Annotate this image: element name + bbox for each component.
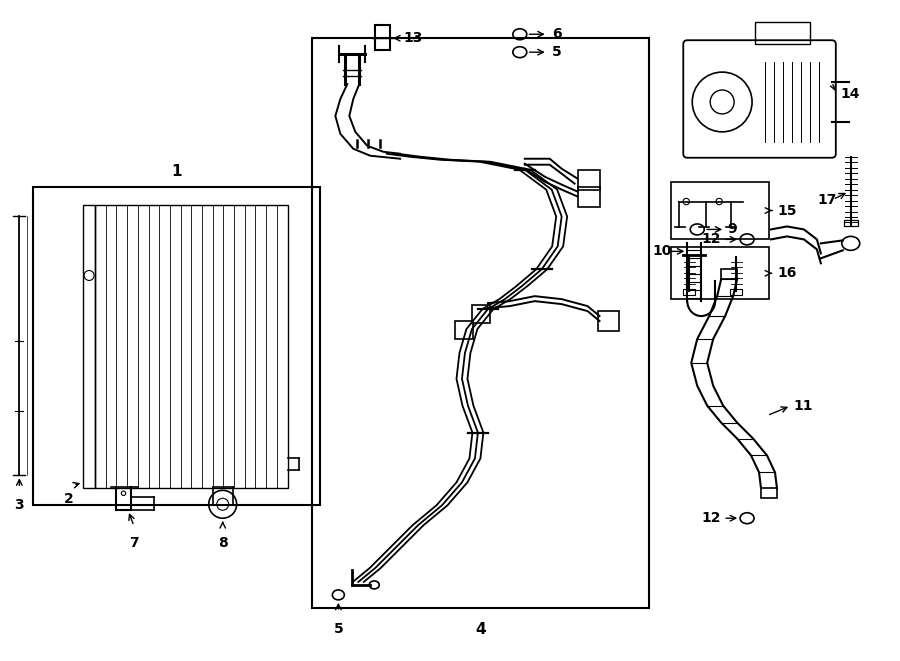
Text: 1: 1 [172,164,182,178]
Bar [95,204,287,488]
Text: 8: 8 [218,536,228,550]
Bar [83,204,95,488]
Text: 13: 13 [403,31,422,45]
Text: 4: 4 [475,622,486,637]
Text: 17: 17 [817,192,837,206]
Text: 10: 10 [652,245,671,258]
Text: 5: 5 [334,622,343,636]
Text: 6: 6 [552,27,562,41]
Text: 15: 15 [777,204,797,217]
Bar [312,38,650,608]
Text: 9: 9 [727,223,737,237]
Text: 5: 5 [552,45,562,59]
Bar [671,182,769,239]
Text: 12: 12 [702,511,721,525]
Text: 2: 2 [64,492,74,506]
Bar [671,247,769,299]
Bar [755,22,810,44]
Bar [33,186,320,505]
Text: 7: 7 [130,536,139,550]
Text: 12: 12 [702,233,721,247]
Ellipse shape [369,581,379,589]
Text: 3: 3 [14,498,24,512]
Text: 14: 14 [841,87,860,101]
Text: 11: 11 [794,399,814,412]
Text: 16: 16 [777,266,797,280]
